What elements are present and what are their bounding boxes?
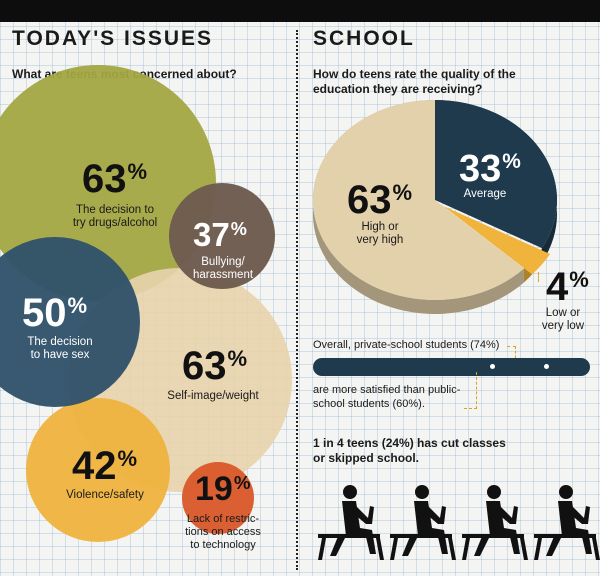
- label-low: Low or very low: [528, 307, 598, 333]
- label-violence: Violence/safety: [40, 489, 170, 502]
- overall-text-l2a: are more satisfied than public-: [313, 384, 461, 396]
- pie-slice-1: [435, 100, 557, 249]
- label-drugs-alcohol-l1: The decision to: [76, 204, 154, 216]
- label-drugs-alcohol-l2: try drugs/alcohol: [72, 217, 158, 229]
- bubble-have-sex: [0, 237, 140, 407]
- pct-self-image-unit: %: [227, 345, 248, 371]
- pct-bullying: 37%: [193, 216, 247, 254]
- label-self-image-l1: Self-image/weight: [167, 390, 259, 402]
- private-leader-line: [507, 346, 516, 363]
- school-question-l1: How do teens rate the quality of the: [313, 67, 516, 81]
- overall-text-l1: Overall, private-school students (74%): [313, 339, 500, 351]
- pct-high: 63%: [347, 178, 412, 223]
- label-technology-l1: Lack of restric-: [186, 513, 260, 525]
- label-technology-l3: to technology: [190, 539, 256, 551]
- issues-title: TODAY'S ISSUES: [12, 27, 214, 50]
- pct-drugs-alcohol: 63%: [82, 157, 147, 202]
- label-drugs-alcohol: The decision to try drugs/alcohol: [50, 204, 180, 230]
- cut-classes-text: 1 in 4 teens (24%) has cut classes or ski…: [313, 436, 506, 466]
- overall-text-l2b: school students (60%).: [313, 398, 425, 410]
- bubble-bullying: [169, 183, 275, 289]
- pct-violence: 42%: [72, 444, 137, 489]
- education-pie-chart: [313, 100, 557, 314]
- school-question: How do teens rate the quality of the educ…: [313, 67, 516, 97]
- pct-self-image-value: 63: [182, 344, 227, 388]
- cut-classes-l2: or skipped school.: [313, 451, 420, 465]
- pct-drugs-alcohol-value: 63: [82, 157, 127, 201]
- low-leader-line: [538, 272, 549, 282]
- pct-violence-value: 42: [72, 444, 117, 488]
- pct-low: 4%: [546, 265, 589, 310]
- school-title: SCHOOL: [313, 27, 415, 50]
- cut-classes-l1: 1 in 4 teens (24%) has cut classes: [313, 436, 506, 450]
- seated-teen-icon-3: [462, 485, 528, 560]
- pct-have-sex-value: 50: [22, 291, 67, 335]
- pct-technology-value: 19: [195, 470, 233, 508]
- label-bullying-l2: harassment: [192, 269, 254, 281]
- label-high-l1: High or: [361, 221, 399, 233]
- pct-bullying-unit: %: [230, 219, 247, 240]
- label-violence-l1: Violence/safety: [66, 489, 144, 501]
- pct-low-value: 4: [546, 265, 569, 309]
- pct-low-unit: %: [569, 266, 589, 292]
- pct-technology-unit: %: [233, 471, 251, 493]
- top-border: [0, 0, 600, 22]
- label-high: High or very high: [340, 221, 420, 247]
- pct-average-value: 33: [459, 148, 502, 190]
- private-school-marker: [544, 364, 550, 369]
- pct-high-unit: %: [392, 179, 413, 205]
- pct-average-unit: %: [502, 150, 521, 174]
- label-technology-l2: tions on access: [185, 526, 261, 538]
- label-have-sex-l1: The decision: [27, 336, 93, 348]
- seated-teen-icon-2: [390, 485, 456, 560]
- label-high-l2: very high: [356, 234, 404, 246]
- pct-have-sex-unit: %: [67, 292, 88, 318]
- pct-bullying-value: 37: [193, 216, 230, 253]
- pie-slice-2: [443, 205, 550, 275]
- satisfaction-bar: [313, 358, 590, 376]
- pct-high-value: 63: [347, 178, 392, 222]
- label-low-l2: very low: [541, 320, 585, 332]
- pct-have-sex: 50%: [22, 291, 87, 336]
- concerns-bubble-chart: [0, 65, 292, 542]
- teens-icon-array: [318, 485, 600, 560]
- bubble-technology: [182, 462, 254, 534]
- seated-teen-icon-4: [534, 485, 600, 560]
- seated-teen-icon-1: [318, 485, 384, 560]
- pct-average: 33%: [459, 148, 521, 191]
- section-divider: [296, 30, 298, 570]
- label-average: Average: [455, 188, 515, 201]
- label-have-sex: The decision to have sex: [15, 336, 105, 362]
- bubble-violence-safety: [26, 398, 170, 542]
- school-question-l2: education they are receiving?: [313, 82, 483, 96]
- label-technology: Lack of restric-tions on access to techno…: [168, 513, 278, 552]
- pct-drugs-alcohol-unit: %: [127, 158, 148, 184]
- public-school-marker: [489, 364, 495, 369]
- pie-side-0: [313, 100, 524, 314]
- pct-technology: 19%: [195, 470, 250, 509]
- pie-slice-0: [313, 100, 524, 300]
- label-have-sex-l2: to have sex: [30, 349, 90, 361]
- label-average-l1: Average: [463, 188, 507, 200]
- label-bullying: Bullying/harassment: [183, 256, 263, 282]
- label-self-image: Self-image/weight: [148, 390, 278, 403]
- label-bullying-l1: Bullying/: [201, 256, 245, 268]
- label-low-l1: Low or: [545, 307, 581, 319]
- pct-self-image: 63%: [182, 344, 247, 389]
- public-leader-line: [464, 372, 477, 409]
- pct-violence-unit: %: [117, 445, 138, 471]
- overall-text-l2: are more satisfied than public-school st…: [313, 383, 460, 411]
